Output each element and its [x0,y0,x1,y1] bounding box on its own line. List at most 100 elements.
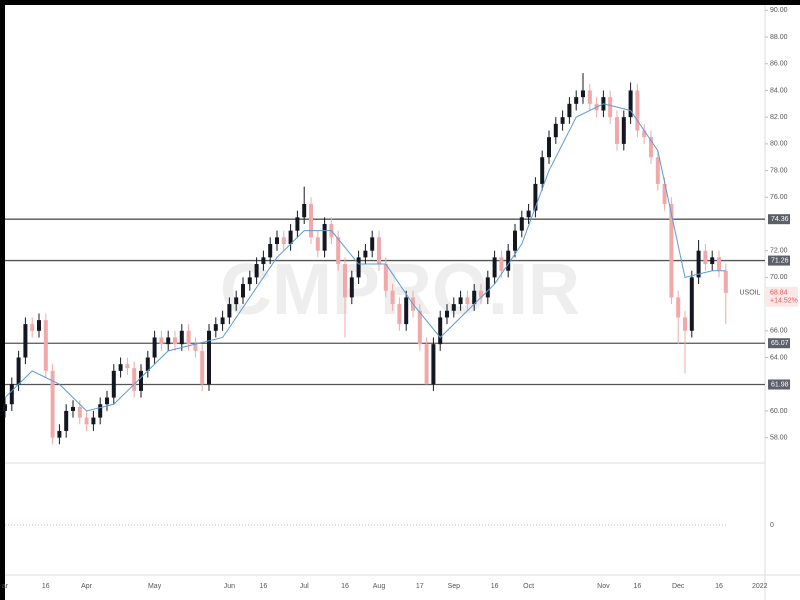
candle-body [186,330,191,345]
candle-body [349,277,354,298]
candle-body [390,290,395,305]
level-label: 65.07 [771,340,789,347]
candle-body [50,370,55,438]
y-tick-label: 64.00 [770,354,788,361]
x-tick-label: Nov [597,583,610,590]
candle-body [615,117,619,144]
candle-body [703,250,708,265]
candle-body [145,357,150,371]
candle-body [3,404,7,411]
y-tick-label: 84.00 [770,87,788,94]
candle-body [91,417,96,425]
candle-body [227,304,232,318]
candle-body [281,237,286,245]
last-symbol: USOIL [739,290,760,297]
candle-body [315,237,320,251]
level-tag [768,379,790,390]
y-tick-label: 78.00 [770,167,788,174]
candle-body [710,257,715,265]
candle-body [519,217,524,231]
candle-body [479,290,483,298]
last-change: +14.52% [770,298,798,305]
candle-body [574,97,579,104]
level-label: 71.26 [771,257,789,264]
candle-body [309,203,313,238]
candle-body [111,370,116,398]
y-tick-label: 58.00 [770,434,788,441]
candle-body [64,410,69,431]
candle-body [118,364,123,371]
level-tag [768,255,790,266]
candle-body [485,277,490,298]
level-label: 74.36 [771,216,789,223]
candle-body [431,344,436,385]
x-tick-label: Aug [373,583,386,590]
candle-body [343,264,347,298]
candle-body [723,270,728,293]
candle-body [336,237,341,265]
candle-body [689,277,694,331]
candle-body [23,324,28,358]
candle-body [247,277,252,285]
candle-body [608,97,613,118]
candle-body [662,183,667,204]
candle-body [683,317,687,331]
candle-body [499,257,504,271]
x-tick-label: ar [2,583,9,590]
candle-body [37,320,41,331]
candle-body [261,257,266,265]
last-price: 68.84 [770,290,788,297]
y-tick-label: 72.00 [770,248,788,255]
candle-body [465,297,470,305]
candle-body [547,137,551,158]
y-tick-label: 90.00 [770,7,788,14]
x-tick-label: 16 [491,583,499,590]
candle-body [16,357,21,385]
candle-body [560,117,565,124]
candle-body [445,310,449,318]
candle-body [513,230,517,251]
candle-body [553,123,558,138]
candle-body [635,90,640,131]
candle-body [649,137,653,158]
x-tick-label: Dec [672,583,685,590]
candle-body [200,350,205,385]
y-tick-label: 82.00 [770,114,788,121]
y-tick-label: 70.00 [770,274,788,281]
x-tick-label: Oct [523,583,534,590]
candle-body [438,317,443,345]
candle-body [295,217,300,231]
candle-body [132,368,137,391]
x-tick-label: Apr [81,583,93,590]
y-tick-label: 60.00 [770,408,788,415]
candle-body [173,337,177,345]
candle-body [179,330,184,345]
x-tick-label: 17 [416,583,424,590]
candle-body [159,337,164,345]
candle-body [302,203,307,218]
candle-body [540,157,545,184]
candle-body [322,223,327,251]
candle-body [642,130,647,138]
candle-body [57,430,62,438]
candle-body [587,90,592,104]
candle-body [458,297,463,305]
candle-body [105,397,109,405]
candle-body [506,250,511,271]
candle-body [669,203,674,298]
candle-body [397,304,402,325]
candle-body [356,257,361,278]
candle-body [166,337,171,345]
candle-body [451,304,456,311]
x-tick-label: May [148,583,162,590]
y-tick-label: 88.00 [770,34,788,41]
candle-body [84,417,89,425]
candle-body [77,406,82,418]
candle-body [717,257,721,271]
x-tick-label: 16 [260,583,268,590]
candle-body [404,297,409,325]
panel2-tick-label: 0 [770,522,774,529]
candle-body [193,344,198,351]
